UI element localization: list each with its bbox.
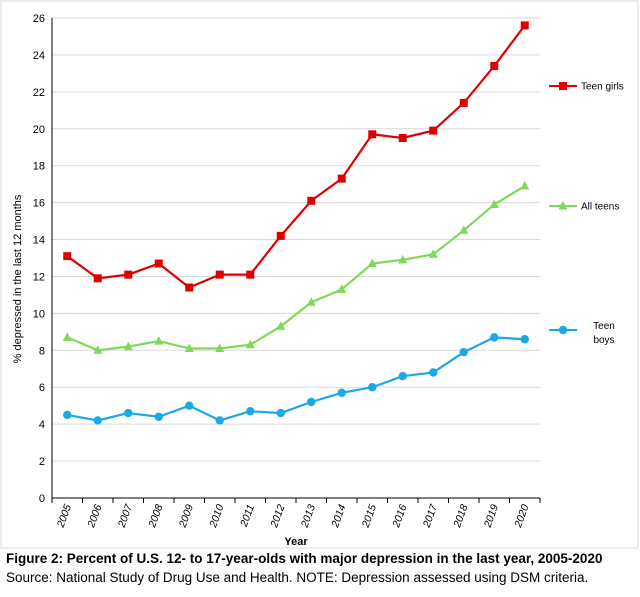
y-tick-label: 8 bbox=[39, 345, 45, 357]
legend-label: All teens bbox=[581, 202, 619, 213]
y-tick-label: 4 bbox=[39, 419, 45, 431]
data-point bbox=[337, 284, 347, 293]
data-point bbox=[276, 231, 285, 240]
data-point bbox=[93, 345, 103, 354]
y-tick-label: 22 bbox=[33, 87, 45, 99]
series-line bbox=[66, 24, 526, 289]
data-point bbox=[154, 412, 163, 421]
y-tick-label: 16 bbox=[33, 198, 45, 210]
data-point bbox=[337, 174, 346, 183]
data-point bbox=[215, 416, 224, 425]
data-point bbox=[428, 249, 438, 258]
y-tick-label: 14 bbox=[33, 235, 45, 247]
data-point bbox=[123, 341, 133, 351]
series-layer bbox=[62, 21, 530, 425]
data-point bbox=[245, 339, 255, 349]
data-point bbox=[306, 297, 316, 306]
data-point bbox=[154, 336, 164, 345]
data-point bbox=[520, 335, 529, 344]
gridlines bbox=[51, 17, 540, 499]
data-point bbox=[276, 321, 286, 330]
data-point bbox=[429, 126, 438, 135]
legend-marker bbox=[558, 201, 568, 210]
y-tick-label: 12 bbox=[33, 271, 45, 283]
y-tick-label: 26 bbox=[33, 13, 45, 25]
data-point bbox=[398, 371, 407, 381]
data-point bbox=[490, 333, 499, 342]
data-point bbox=[184, 343, 194, 352]
y-tick-label: 2 bbox=[39, 456, 45, 468]
data-point bbox=[215, 270, 224, 279]
legend-item-all-teens: All teens bbox=[549, 201, 619, 213]
data-point bbox=[520, 21, 529, 30]
data-point bbox=[520, 181, 530, 190]
data-point bbox=[459, 347, 468, 357]
data-point bbox=[367, 258, 377, 268]
y-tick-label: 24 bbox=[33, 50, 45, 62]
legend-marker bbox=[559, 82, 567, 90]
y-tick-label: 18 bbox=[33, 161, 45, 173]
y-tick-label: 0 bbox=[39, 493, 45, 505]
figure-caption-title: Figure 2: Percent of U.S. 12- to 17-year… bbox=[6, 551, 603, 566]
data-point bbox=[489, 199, 499, 208]
data-point bbox=[246, 407, 255, 416]
legend-label: Teen boys bbox=[593, 321, 615, 346]
data-point bbox=[63, 410, 72, 420]
legend: Teen girls All teens Teen boys bbox=[549, 82, 624, 346]
data-point bbox=[93, 416, 102, 425]
series-all-teens bbox=[62, 181, 530, 354]
data-point bbox=[215, 343, 225, 352]
series-teen-girls bbox=[63, 21, 529, 292]
y-axis-label: % depressed in the last 12 months bbox=[12, 194, 24, 363]
data-point bbox=[459, 225, 469, 234]
data-point bbox=[124, 270, 133, 279]
data-point bbox=[63, 252, 72, 261]
y-tick-label: 20 bbox=[33, 124, 45, 136]
series-teen-boys bbox=[63, 333, 529, 425]
data-point bbox=[307, 397, 316, 407]
data-point bbox=[62, 332, 72, 341]
x-axis-label: Year bbox=[284, 536, 308, 548]
legend-label: Teen girls bbox=[581, 82, 624, 93]
data-point bbox=[185, 283, 194, 292]
data-point bbox=[368, 383, 377, 392]
series-line bbox=[66, 185, 526, 352]
data-point bbox=[459, 98, 468, 107]
data-point bbox=[93, 274, 102, 283]
data-point bbox=[124, 408, 133, 418]
data-point bbox=[398, 254, 408, 264]
figure-caption-source: Source: National Study of Drug Use and H… bbox=[6, 570, 589, 585]
data-point bbox=[429, 368, 438, 377]
data-point bbox=[337, 388, 346, 397]
y-tick-label: 10 bbox=[33, 308, 45, 320]
legend-marker bbox=[558, 325, 568, 335]
legend-item-teen-boys: Teen boys bbox=[549, 321, 615, 346]
y-tick-label: 6 bbox=[39, 382, 45, 394]
data-point bbox=[154, 259, 163, 268]
data-point bbox=[368, 130, 377, 139]
data-point bbox=[307, 196, 316, 205]
series-line bbox=[67, 336, 525, 422]
data-point bbox=[246, 270, 255, 279]
legend-item-teen-girls: Teen girls bbox=[549, 82, 624, 93]
data-point bbox=[490, 62, 499, 70]
data-point bbox=[185, 401, 194, 410]
data-point bbox=[276, 408, 285, 418]
data-point bbox=[398, 134, 407, 142]
